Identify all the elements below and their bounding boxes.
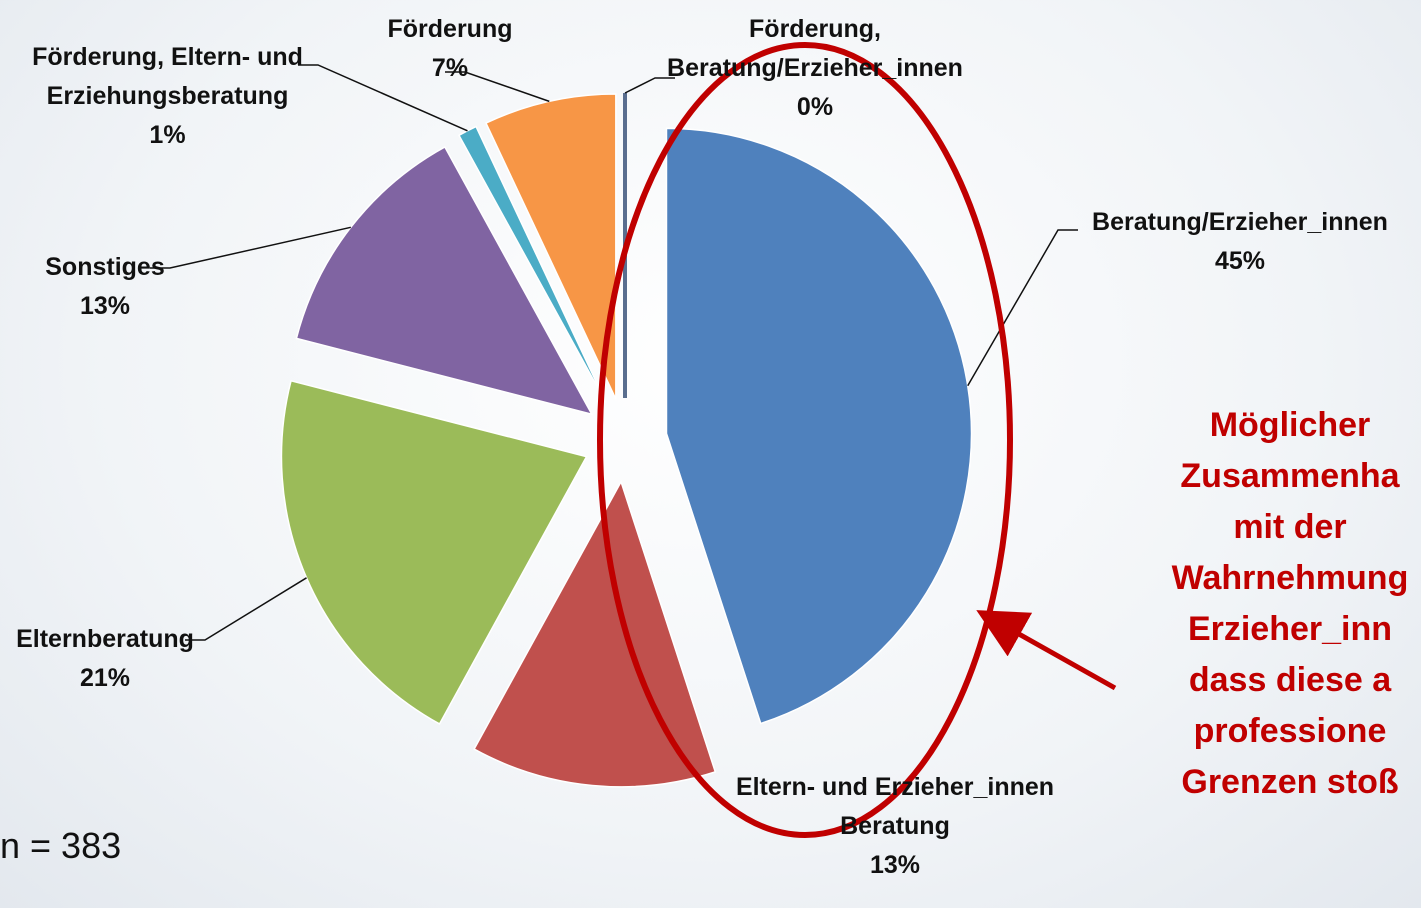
annotation: Möglicher Zusammenha mit der Wahrnehmung Erz… [1120,400,1421,808]
annotation-line: professione [1193,712,1387,750]
slice-label: Förderung, Beratung/Erzieher_innen 0% [640,10,990,127]
slice-label: Beratung/Erzieher_innen 45% [1060,203,1420,281]
highlight-arrow [976,610,1117,691]
annotation-line: dass diese a [1188,661,1392,699]
sample-size-note: n = 383 [0,825,122,866]
annotation-line: Erzieher_inn [1187,610,1393,648]
category-label: Sonstiges [45,253,165,281]
leader-line [185,577,307,641]
value-label: 13% [79,292,131,320]
category-label: Beratung/Erzieher_innen [1092,208,1388,236]
value-label: 13% [869,851,921,879]
pie-slice [457,125,607,403]
slice-label: Sonstiges 13% [10,248,200,326]
leader-lines [150,64,1078,641]
leader-line [445,71,550,103]
pie-slice [665,127,973,725]
value-label: 7% [431,54,469,82]
annotation-line: Zusammenha [1180,457,1400,495]
slice-label: Elternberatung 21% [0,620,210,698]
pie-slice [295,145,594,416]
category-label: Förderung [387,15,513,43]
value-label: 1% [149,121,186,149]
annotation-line: Grenzen stoß [1181,763,1399,801]
leader-line [624,77,675,94]
value-label: 21% [79,664,131,692]
annotation-line: Wahrnehmung [1171,559,1409,597]
leader-line [967,229,1078,387]
leader-line [298,64,468,132]
slice-label: Eltern- und Erzieher_innen Beratung 13% [700,768,1090,885]
value-label: 45% [1214,247,1266,275]
category-label: Förderung, Beratung/Erzieher_innen [667,15,963,82]
category-label: Elternberatung [16,625,194,653]
highlight-ellipse [597,42,1013,838]
slice-label: Förderung 7% [370,10,530,88]
value-label: 0% [796,93,834,121]
slice-label: Förderung, Eltern- und Erziehungsberatun… [10,38,325,155]
annotation-line: Möglicher [1209,406,1371,444]
category-label: Eltern- und Erzieher_innen Beratung [735,773,1055,840]
pie [280,93,973,788]
leader-line [150,226,351,269]
category-label: Förderung, Eltern- und Erziehungsberatun… [32,43,303,110]
annotation-line: mit der [1233,508,1347,546]
